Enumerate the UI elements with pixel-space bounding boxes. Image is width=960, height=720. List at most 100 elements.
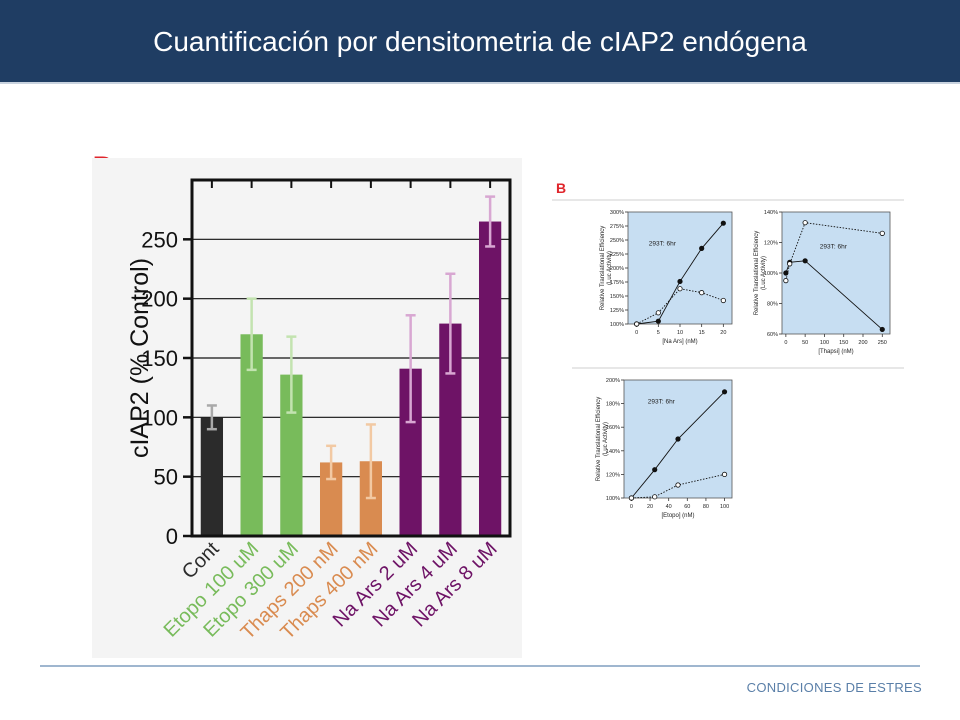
bar — [478, 221, 502, 536]
plot-annotation: 293T: 6hr — [649, 241, 677, 248]
y-tick-label: 60% — [767, 332, 778, 338]
x-tick-label: 10 — [677, 330, 683, 336]
y-tick-label: 100% — [610, 322, 624, 328]
line-plot: 100% 125% 150% 175% 200% 225% 250% 275% 300% 0 5 10… — [600, 210, 733, 345]
bar — [200, 417, 224, 536]
y-tick-label: 125% — [610, 308, 624, 314]
data-point — [628, 495, 635, 501]
x-tick-label: 40 — [666, 504, 672, 510]
data-point — [720, 297, 726, 304]
title-bar: Cuantificación por densitometria de cIAP… — [0, 0, 960, 84]
data-point — [655, 318, 661, 324]
slide-title: Cuantificación por densitometria de cIAP… — [153, 26, 807, 57]
plot-annotation: 293T: 6hr — [648, 399, 676, 406]
x-tick-label: 15 — [699, 330, 705, 336]
y-tick-label: 120% — [764, 241, 778, 247]
y-tick-label: 200% — [610, 266, 624, 272]
y-tick-label: 100 — [141, 405, 178, 430]
y-tick-label: 80% — [767, 302, 778, 308]
data-point — [879, 230, 885, 236]
x-tick-label: 100 — [820, 340, 829, 346]
y-axis-label: cIAP2 (% Control) — [126, 258, 154, 458]
y-tick-label: 100% — [764, 271, 778, 277]
y-tick-label: 250% — [610, 238, 624, 244]
y-tick-label: 0 — [166, 524, 178, 549]
bar — [319, 462, 343, 536]
x-tick-label: 80 — [703, 504, 709, 510]
y-tick-label: 275% — [610, 224, 624, 230]
x-tick-label: 50 — [802, 340, 808, 346]
data-point — [675, 482, 681, 488]
data-point — [655, 310, 661, 316]
y-axis-label-units: (Luc Activity) — [761, 256, 767, 290]
series-line — [785, 260, 883, 330]
y-axis-label-units: (Luc Activity) — [607, 251, 613, 285]
plot-area — [781, 211, 891, 335]
x-tick-label: 0 — [635, 330, 638, 336]
x-tick-label: 20 — [720, 330, 726, 336]
y-tick-label: 140% — [764, 210, 778, 216]
data-point — [699, 245, 705, 252]
x-tick-label: 60 — [684, 504, 690, 510]
x-axis-label: [Etopo] (nM) — [661, 513, 694, 519]
data-point — [787, 261, 793, 267]
data-point — [721, 389, 728, 395]
data-point — [802, 220, 808, 226]
data-point — [720, 220, 726, 226]
y-tick-label: 225% — [610, 252, 624, 258]
bar — [439, 323, 462, 536]
footer-text: CONDICIONES DE ESTRES — [746, 680, 922, 695]
y-axis-label: Relative Translational Efficiency — [600, 226, 606, 311]
data-point — [677, 278, 683, 285]
bar — [240, 334, 263, 536]
x-tick-label: 100 — [720, 504, 729, 510]
bar — [280, 374, 303, 536]
series-line — [636, 288, 724, 325]
y-tick-label: 150 — [141, 346, 178, 371]
series-line — [631, 473, 725, 499]
data-point — [677, 286, 683, 292]
y-tick-label: 250 — [141, 227, 178, 252]
x-tick-label: 0 — [784, 340, 787, 346]
plot-annotation: 293T: 6hr — [820, 244, 848, 251]
data-point — [721, 471, 728, 477]
data-point — [634, 321, 640, 327]
plot-area — [627, 211, 733, 325]
y-axis-label-units: (Luc Activity) — [603, 422, 609, 456]
y-tick-label: 150% — [610, 294, 624, 300]
figure-panel-label: B — [556, 180, 566, 196]
footer-divider — [40, 665, 920, 667]
data-point — [879, 326, 885, 333]
line-plot: 100% 120% 140% 160% 180% 200% 0 20 40 60 80 100 [Eto… — [596, 378, 733, 519]
bar — [399, 368, 422, 536]
data-point — [699, 290, 705, 296]
x-axis-label: [Thapsi] (nM) — [818, 349, 853, 355]
series-line — [785, 222, 883, 281]
x-tick-label: 0 — [630, 504, 633, 510]
x-tick-label: 20 — [647, 504, 653, 510]
x-tick-label: 150 — [839, 340, 848, 346]
y-tick-label: 300% — [610, 210, 624, 216]
line-plot: 60% 80% 100% 120% 140% 0 50 100 150 200 250 [Thapsi… — [754, 210, 891, 355]
series-line — [631, 391, 725, 499]
y-tick-label: 120% — [606, 472, 620, 478]
y-axis-label: Relative Translational Efficiency — [754, 231, 760, 316]
y-tick-label: 175% — [610, 280, 624, 286]
y-tick-label: 100% — [606, 496, 620, 502]
y-axis-label: Relative Translational Efficiency — [596, 397, 602, 482]
y-tick-label: 200% — [606, 378, 620, 384]
x-tick-label: 200 — [858, 340, 867, 346]
data-point — [675, 436, 681, 442]
x-tick-label: 5 — [657, 330, 660, 336]
data-point — [802, 258, 808, 264]
y-tick-label: 200 — [141, 287, 178, 312]
y-tick-label: 50 — [154, 465, 178, 490]
data-point — [652, 467, 658, 473]
y-tick-label: 160% — [606, 425, 620, 431]
data-point — [783, 278, 789, 284]
y-tick-label: 180% — [606, 402, 620, 408]
x-tick-label: 250 — [878, 340, 887, 346]
x-axis-label: [Na Ars] (nM) — [662, 339, 697, 345]
